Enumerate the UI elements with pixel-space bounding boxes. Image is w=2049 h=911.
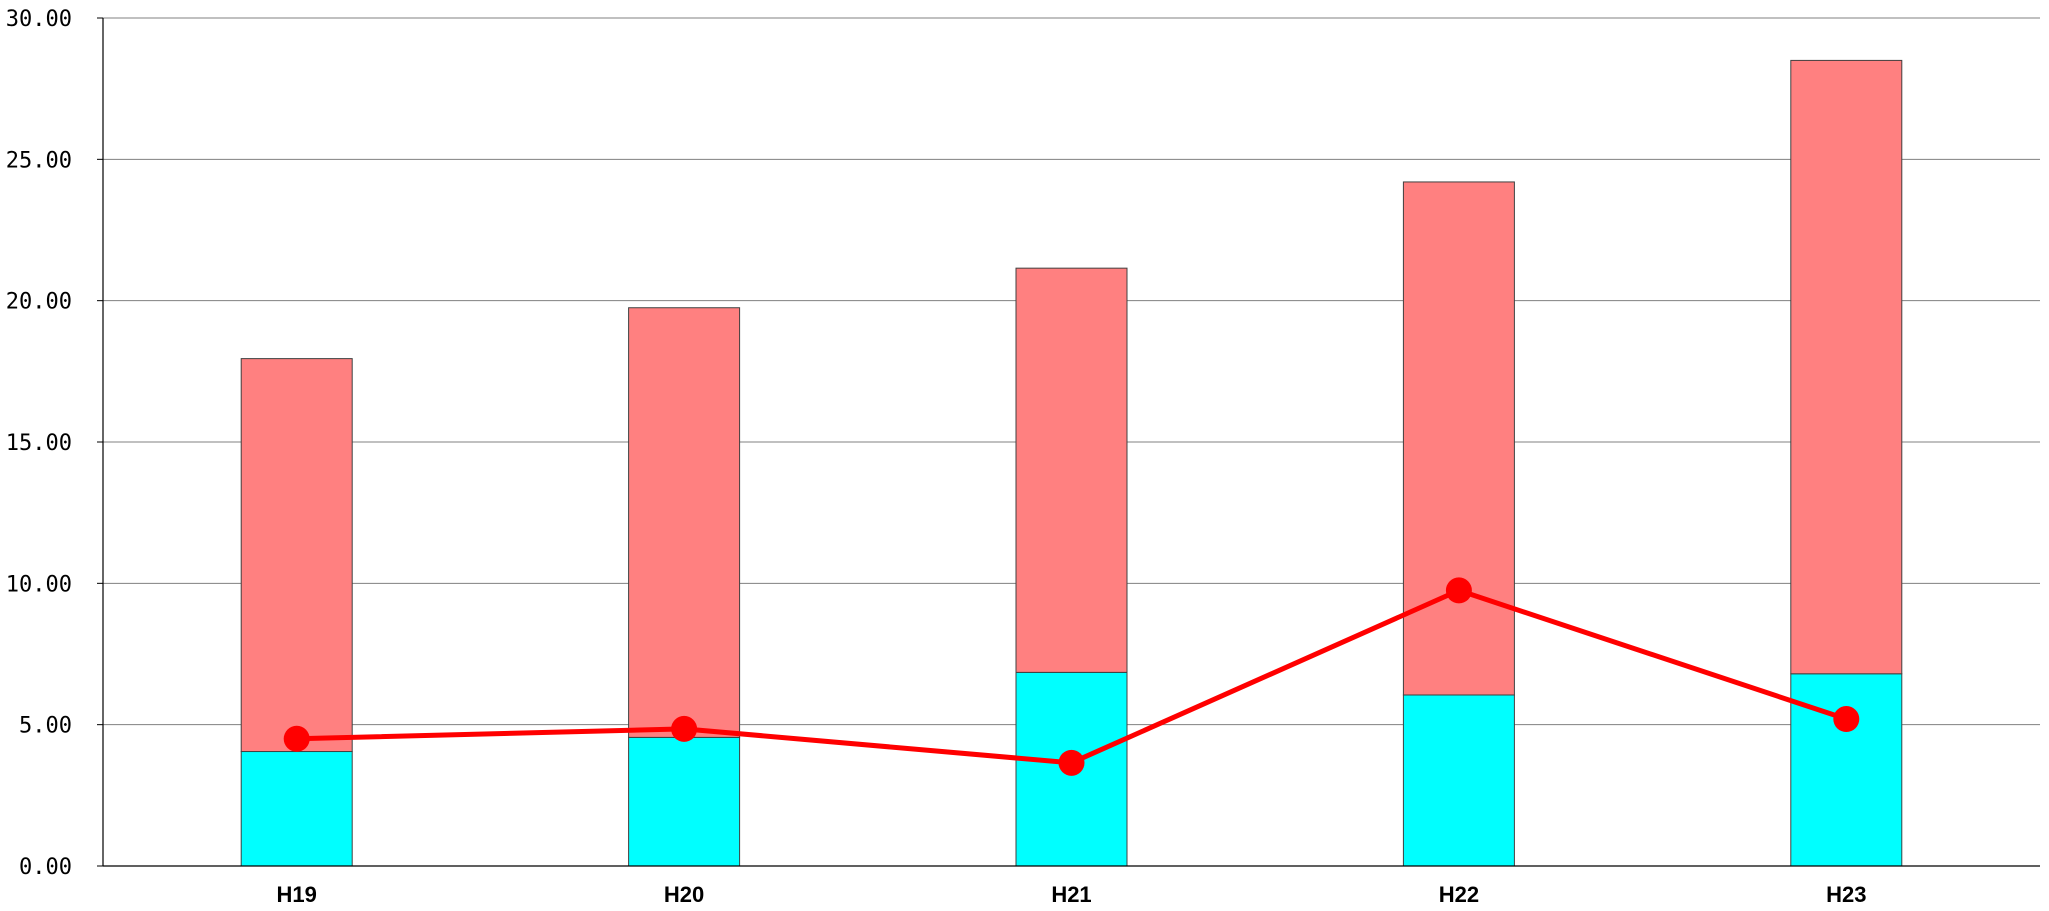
y-tick-label: 0.00: [19, 855, 72, 880]
bar-segment-H22-2: [1402, 181, 1515, 696]
line-point-H21: [1058, 749, 1085, 776]
x-tick-label: H21: [1051, 882, 1091, 906]
bars: [240, 59, 1903, 867]
y-tick-label: 30.00: [6, 7, 72, 32]
bar-segment-H20-2: [628, 307, 741, 738]
line-point-H20: [671, 715, 698, 742]
x-tick-label: H20: [664, 882, 704, 906]
line-series: [283, 577, 1860, 776]
x-tick-label: H22: [1439, 882, 1479, 906]
x-tick-label: H19: [277, 882, 317, 906]
bar-segment-H23-1: [1790, 673, 1903, 867]
bar-segment-H23-2: [1790, 59, 1903, 675]
bar-segment-H21-2: [1015, 267, 1128, 673]
y-tick-label: 10.00: [6, 572, 72, 597]
y-tick-label: 15.00: [6, 431, 72, 456]
line-point-H22: [1445, 577, 1472, 604]
bar-segment-H22-1: [1402, 694, 1515, 867]
line-point-H19: [283, 725, 310, 752]
tick-labels: 0.00 5.00 10.00 15.00 20.00 25.00 30.00 H19 H20 H…: [6, 7, 1867, 907]
x-tick-label: H23: [1826, 882, 1866, 906]
y-tick-label: 20.00: [6, 290, 72, 315]
bar-segment-H20-1: [628, 736, 741, 867]
line-point-H23: [1833, 706, 1860, 733]
bar-segment-H19-1: [240, 751, 353, 867]
y-tick-label: 5.00: [19, 714, 72, 739]
y-tick-label: 25.00: [6, 148, 72, 173]
bar-segment-H19-2: [240, 358, 353, 753]
axes: [97, 17, 2040, 867]
